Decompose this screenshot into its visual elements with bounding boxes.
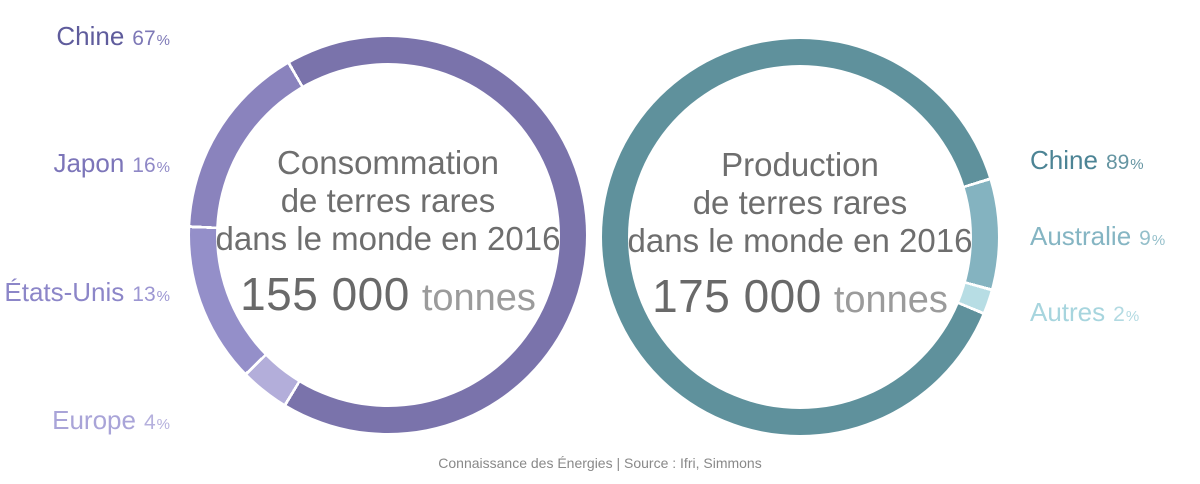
total-value: 155 000 [240, 267, 410, 320]
production-total: 175 000 tonnes [628, 269, 973, 323]
legend-item-etats-unis: États-Unis 13% [0, 277, 170, 312]
legend-item-australie: Australie 9% [1030, 221, 1165, 256]
segment-percentage: 89 [1105, 151, 1130, 174]
consumption-donut-hole: Consommation de terres rares dans le mon… [216, 63, 560, 407]
percent-sign: % [1125, 308, 1140, 325]
segment-percentage: 9 [1139, 227, 1151, 250]
segment-percentage: 67 [132, 27, 156, 50]
legend-item-japon: Japon 16% [0, 148, 170, 183]
total-value: 175 000 [652, 269, 822, 322]
legend-item-chine: Chine 89% [1030, 145, 1144, 180]
consumption-center-text: Consommation de terres rares dans le mon… [216, 144, 561, 321]
percent-sign: % [156, 159, 170, 176]
percent-sign: % [156, 416, 170, 433]
production-center-text: Production de terres rares dans le monde… [628, 146, 973, 323]
legend-item-autres: Autres 2% [1030, 297, 1139, 332]
segment-percentage: 13 [132, 283, 156, 306]
production-donut-chart: Production de terres rares dans le monde… [602, 39, 998, 435]
chart-title-line: Consommation [277, 143, 499, 181]
production-donut-hole: Production de terres rares dans le monde… [628, 65, 972, 409]
segment-label: Chine [1030, 145, 1098, 175]
segment-percentage: 4 [143, 411, 156, 434]
segment-label: États-Unis [4, 277, 125, 307]
consumption-total: 155 000 tonnes [216, 267, 561, 321]
segment-percentage: 2 [1113, 303, 1125, 326]
chart-title-line: Production [721, 145, 879, 183]
percent-sign: % [1151, 232, 1166, 249]
percent-sign: % [156, 288, 170, 305]
segment-label: Japon [53, 148, 125, 178]
chart-title-line: de terres rares [692, 183, 908, 221]
segment-label: Europe [52, 405, 136, 435]
consumption-donut-chart: Consommation de terres rares dans le mon… [190, 37, 586, 433]
source-caption: Connaissance des Énergies | Source : Ifr… [438, 455, 762, 471]
segment-label: Chine [56, 21, 125, 51]
segment-label: Australie [1030, 221, 1132, 251]
total-unit: tonnes [421, 276, 536, 319]
segment-label: Autres [1030, 297, 1106, 327]
total-unit: tonnes [833, 278, 948, 321]
chart-title-line: dans le monde en 2016 [215, 219, 561, 257]
chart-title-line: de terres rares [280, 181, 496, 219]
segment-percentage: 16 [132, 154, 156, 177]
legend-item-chine: Chine 67% [0, 21, 170, 56]
percent-sign: % [156, 32, 170, 49]
legend-item-europe: Europe 4% [0, 405, 170, 440]
percent-sign: % [1130, 156, 1144, 173]
chart-title-line: dans le monde en 2016 [627, 221, 973, 259]
